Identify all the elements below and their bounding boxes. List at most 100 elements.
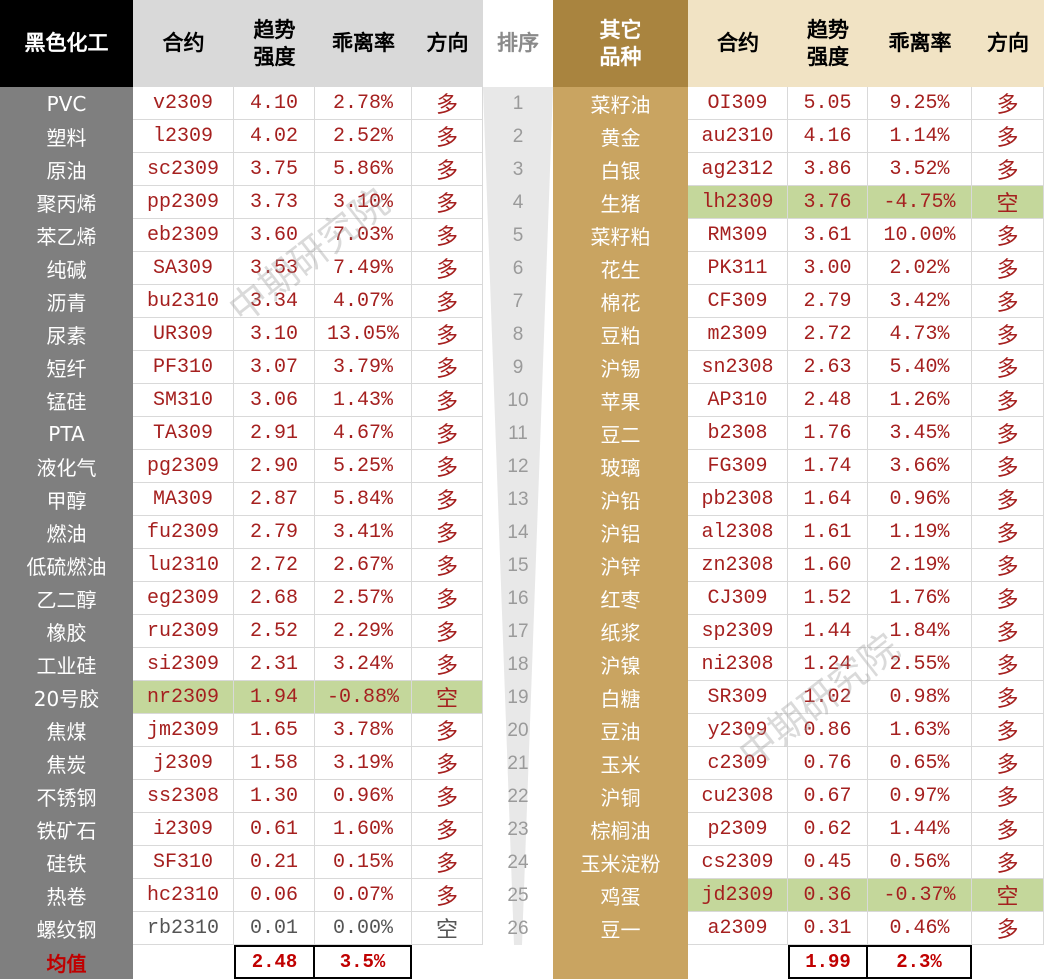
- rank-number: 19: [507, 686, 529, 708]
- footer-right-name: [553, 945, 688, 979]
- deviation-cell: 2.02%: [868, 252, 972, 285]
- strength-cell: 1.02: [788, 681, 868, 714]
- product-name: 锰硅: [0, 384, 133, 417]
- header-right-title-line: 其它: [599, 17, 642, 42]
- contract-cell: SM310: [133, 384, 234, 417]
- deviation-cell: 1.43%: [315, 384, 412, 417]
- strength-cell: 1.65: [234, 714, 315, 747]
- direction-cell: 空: [412, 681, 483, 714]
- deviation-cell: -0.37%: [868, 879, 972, 912]
- deviation-cell: 13.05%: [315, 318, 412, 351]
- strength-cell: 1.76: [788, 417, 868, 450]
- direction-cell: 多: [412, 87, 483, 120]
- deviation-cell: 1.63%: [868, 714, 972, 747]
- product-name: 沪铜: [553, 780, 688, 813]
- rank-number: 14: [507, 521, 529, 543]
- deviation-cell: 1.60%: [315, 813, 412, 846]
- direction-cell: 多: [412, 780, 483, 813]
- avg-strength-left: 2.48: [234, 945, 315, 979]
- contract-cell: pb2308: [688, 483, 788, 516]
- strength-cell: 3.75: [234, 153, 315, 186]
- product-name: 玻璃: [553, 450, 688, 483]
- deviation-cell: 3.45%: [868, 417, 972, 450]
- contract-cell: al2308: [688, 516, 788, 549]
- product-name: 沪锡: [553, 351, 688, 384]
- direction-cell: 多: [972, 615, 1044, 648]
- strength-cell: 2.87: [234, 483, 315, 516]
- deviation-cell: 2.57%: [315, 582, 412, 615]
- direction-cell: 多: [972, 120, 1044, 153]
- contract-cell: pp2309: [133, 186, 234, 219]
- contract-cell: eg2309: [133, 582, 234, 615]
- direction-cell: 空: [972, 879, 1044, 912]
- direction-cell: 空: [412, 912, 483, 945]
- strength-cell: 2.79: [788, 285, 868, 318]
- product-name: 低硫燃油: [0, 549, 133, 582]
- contract-cell: ag2312: [688, 153, 788, 186]
- direction-cell: 多: [412, 846, 483, 879]
- product-name: 沪镍: [553, 648, 688, 681]
- product-name: 铁矿石: [0, 813, 133, 846]
- contract-cell: UR309: [133, 318, 234, 351]
- rank-number: 26: [507, 917, 529, 939]
- strength-cell: 1.30: [234, 780, 315, 813]
- contract-cell: ru2309: [133, 615, 234, 648]
- product-name: 硅铁: [0, 846, 133, 879]
- header-contract: 合约: [688, 0, 788, 87]
- product-name: 纸浆: [553, 615, 688, 648]
- strength-cell: 2.63: [788, 351, 868, 384]
- product-name: 橡胶: [0, 615, 133, 648]
- product-name: 塑料: [0, 120, 133, 153]
- deviation-cell: 2.55%: [868, 648, 972, 681]
- strength-cell: 2.90: [234, 450, 315, 483]
- header-left-title: 黑色化工: [0, 0, 133, 87]
- strength-cell: 2.72: [788, 318, 868, 351]
- direction-cell: 多: [972, 483, 1044, 516]
- direction-cell: 多: [972, 714, 1044, 747]
- contract-cell: i2309: [133, 813, 234, 846]
- direction-cell: 多: [972, 582, 1044, 615]
- direction-cell: 多: [412, 648, 483, 681]
- product-name: PVC: [0, 87, 133, 120]
- strength-cell: 1.60: [788, 549, 868, 582]
- product-name: 棉花: [553, 285, 688, 318]
- strength-cell: 1.44: [788, 615, 868, 648]
- deviation-cell: 2.78%: [315, 87, 412, 120]
- contract-cell: a2309: [688, 912, 788, 945]
- strength-cell: 3.61: [788, 219, 868, 252]
- direction-cell: 多: [972, 285, 1044, 318]
- contract-cell: lu2310: [133, 549, 234, 582]
- header-right-title-line: 品种: [599, 44, 642, 69]
- contract-cell: c2309: [688, 747, 788, 780]
- product-name: 液化气: [0, 450, 133, 483]
- contract-cell: si2309: [133, 648, 234, 681]
- strength-cell: 1.52: [788, 582, 868, 615]
- strength-cell: 2.52: [234, 615, 315, 648]
- rank-number: 20: [507, 719, 529, 741]
- strength-cell: 0.45: [788, 846, 868, 879]
- direction-cell: 多: [412, 252, 483, 285]
- direction-cell: 多: [412, 450, 483, 483]
- product-name: 豆油: [553, 714, 688, 747]
- contract-cell: sc2309: [133, 153, 234, 186]
- deviation-cell: 5.40%: [868, 351, 972, 384]
- product-name: 豆一: [553, 912, 688, 945]
- deviation-cell: 0.65%: [868, 747, 972, 780]
- contract-cell: sp2309: [688, 615, 788, 648]
- product-name: 菜籽粕: [553, 219, 688, 252]
- contract-cell: cu2308: [688, 780, 788, 813]
- header-strength-line: 趋势: [253, 17, 296, 42]
- direction-cell: 多: [972, 252, 1044, 285]
- strength-cell: 0.76: [788, 747, 868, 780]
- rank-number: 6: [512, 257, 524, 279]
- contract-cell: OI309: [688, 87, 788, 120]
- direction-cell: 多: [972, 450, 1044, 483]
- strength-cell: 2.72: [234, 549, 315, 582]
- deviation-cell: 7.03%: [315, 219, 412, 252]
- strength-cell: 5.05: [788, 87, 868, 120]
- product-name: 棕榈油: [553, 813, 688, 846]
- deviation-cell: 4.73%: [868, 318, 972, 351]
- deviation-cell: 0.15%: [315, 846, 412, 879]
- strength-cell: 3.76: [788, 186, 868, 219]
- rank-number: 25: [507, 884, 529, 906]
